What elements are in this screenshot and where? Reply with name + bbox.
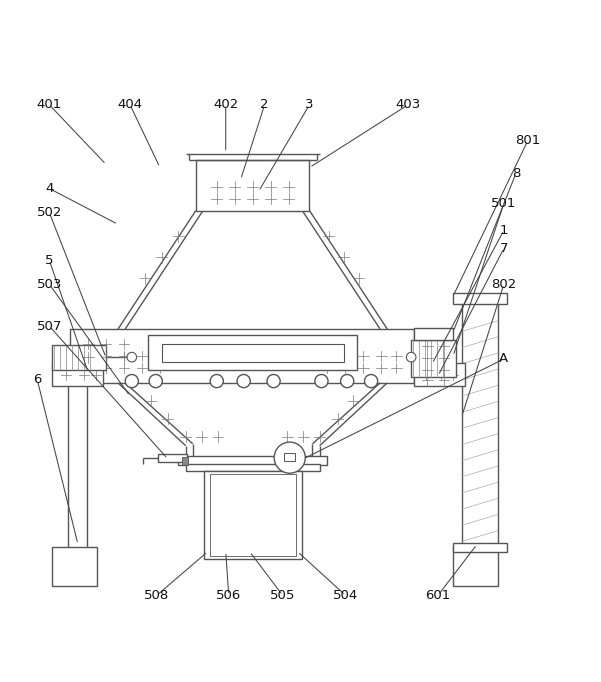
- Circle shape: [341, 374, 354, 387]
- Bar: [210, 474, 296, 557]
- Text: 4: 4: [45, 182, 53, 195]
- Bar: [414, 363, 465, 386]
- Circle shape: [210, 374, 224, 387]
- Bar: [52, 363, 103, 386]
- Text: 6: 6: [33, 373, 41, 387]
- Text: A: A: [499, 353, 508, 366]
- Bar: [196, 160, 310, 211]
- Text: 7: 7: [499, 242, 508, 255]
- Bar: [178, 456, 328, 465]
- Text: 801: 801: [515, 134, 540, 147]
- Bar: [453, 293, 507, 304]
- Text: 401: 401: [37, 98, 62, 111]
- Bar: [52, 344, 106, 370]
- Text: 502: 502: [37, 206, 62, 219]
- Circle shape: [149, 374, 162, 387]
- Circle shape: [125, 374, 138, 387]
- Text: 3: 3: [305, 98, 314, 111]
- Text: 501: 501: [491, 197, 517, 210]
- Bar: [70, 329, 414, 383]
- Bar: [284, 454, 295, 461]
- Text: 802: 802: [491, 278, 516, 291]
- Circle shape: [406, 353, 416, 362]
- Text: 8: 8: [511, 167, 520, 180]
- Text: 2: 2: [260, 98, 269, 111]
- Text: 506: 506: [216, 589, 242, 602]
- Text: 503: 503: [37, 278, 62, 291]
- Circle shape: [127, 353, 136, 362]
- Text: 5: 5: [45, 254, 53, 267]
- Text: 404: 404: [117, 98, 142, 111]
- Bar: [158, 454, 187, 462]
- Text: 601: 601: [426, 589, 451, 602]
- Bar: [453, 543, 507, 552]
- Bar: [411, 340, 456, 377]
- Bar: [52, 548, 97, 587]
- Bar: [453, 548, 498, 587]
- Text: 504: 504: [333, 589, 358, 602]
- Text: 507: 507: [37, 320, 62, 333]
- Bar: [204, 471, 302, 559]
- Bar: [148, 335, 358, 370]
- Bar: [182, 457, 188, 465]
- Circle shape: [274, 442, 305, 473]
- Bar: [162, 344, 344, 362]
- Circle shape: [315, 374, 328, 387]
- Circle shape: [365, 374, 377, 387]
- Text: 508: 508: [144, 589, 169, 602]
- Circle shape: [237, 374, 250, 387]
- Text: 1: 1: [499, 224, 508, 237]
- Bar: [186, 464, 320, 471]
- Bar: [414, 328, 453, 340]
- Text: 505: 505: [270, 589, 295, 602]
- Bar: [462, 302, 498, 548]
- Text: 403: 403: [395, 98, 421, 111]
- Circle shape: [267, 374, 280, 387]
- Text: 402: 402: [213, 98, 239, 111]
